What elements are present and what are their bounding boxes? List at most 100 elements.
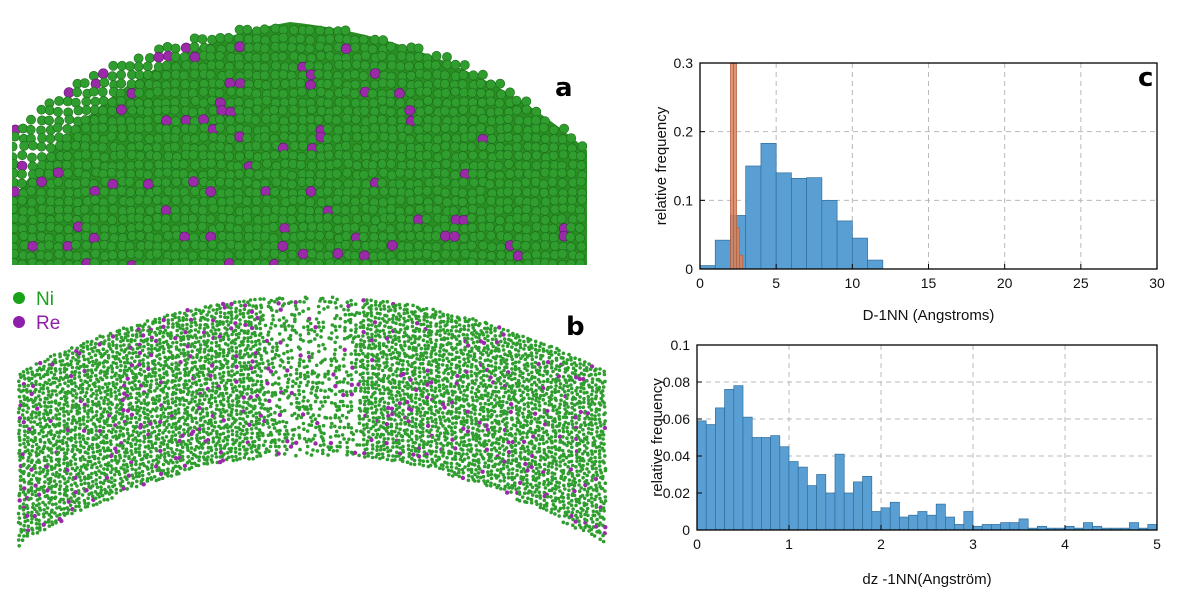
ni-point	[112, 473, 117, 477]
ni-point	[307, 359, 312, 363]
re-point	[84, 488, 89, 493]
ni-point	[153, 320, 158, 324]
ni-atom	[403, 241, 414, 252]
ni-point	[142, 353, 147, 358]
ni-point	[94, 413, 98, 418]
ni-point	[219, 446, 223, 451]
ni-point	[127, 381, 132, 385]
ni-atom	[250, 115, 261, 125]
ni-atom	[108, 60, 119, 71]
ni-point	[125, 487, 129, 491]
ni-point	[334, 306, 339, 310]
ni-atom	[170, 69, 181, 80]
ni-atom	[152, 233, 163, 244]
ni-point	[365, 298, 369, 302]
ni-point	[29, 513, 34, 518]
ni-point	[240, 428, 245, 433]
ni-point	[385, 446, 390, 450]
ni-point	[180, 323, 185, 328]
ni-point	[101, 425, 106, 430]
ni-atom	[323, 113, 334, 124]
ni-point	[275, 348, 279, 353]
ni-point	[189, 309, 193, 313]
ni-point	[57, 403, 61, 407]
ni-point	[54, 401, 58, 405]
ni-atom	[396, 213, 407, 224]
ni-atom	[17, 195, 27, 206]
re-point	[36, 492, 42, 497]
ni-point	[152, 429, 157, 434]
ni-point	[156, 460, 161, 464]
ni-atom	[208, 203, 219, 214]
ni-point	[59, 363, 64, 367]
ni-atom	[171, 177, 182, 187]
ni-point	[306, 399, 310, 403]
ni-point	[315, 395, 319, 400]
ni-point	[394, 403, 398, 408]
ni-atom	[387, 142, 398, 152]
ni-point	[36, 480, 41, 485]
ni-point	[380, 355, 385, 359]
ni-atom	[280, 231, 291, 242]
ni-atom	[486, 242, 497, 252]
ni-point	[81, 345, 86, 350]
ni-point	[303, 373, 307, 378]
ni-point	[269, 433, 274, 437]
ni-point	[258, 454, 263, 458]
ni-atom	[413, 43, 424, 54]
ni-point	[101, 481, 106, 486]
ni-atom	[307, 249, 317, 259]
ni-atom	[12, 141, 18, 152]
ni-point	[230, 332, 234, 337]
ni-atom	[207, 239, 218, 250]
ni-point	[117, 352, 122, 356]
ni-point	[17, 419, 22, 424]
ni-atom	[377, 78, 388, 89]
ni-atom	[351, 239, 362, 250]
ni-point	[366, 386, 371, 391]
ni-point	[353, 302, 358, 307]
ni-atom	[467, 87, 477, 98]
ni-point	[382, 307, 387, 311]
ni-point	[185, 460, 190, 465]
re-point	[250, 359, 255, 364]
ni-atom	[322, 133, 333, 144]
ni-point	[130, 333, 135, 338]
ni-atom	[161, 60, 172, 71]
ni-atom	[37, 152, 47, 162]
ni-point	[207, 369, 212, 374]
ni-point	[131, 347, 135, 352]
ni-point	[189, 320, 194, 325]
ni-atom	[557, 178, 568, 188]
ni-atom	[36, 213, 47, 223]
re-atom	[332, 248, 344, 259]
ni-atom	[377, 159, 388, 169]
ni-point	[142, 406, 146, 411]
ni-point	[232, 372, 237, 377]
ni-point	[125, 360, 130, 365]
ni-point	[273, 299, 277, 304]
ni-point	[250, 390, 254, 395]
re-point	[369, 338, 374, 343]
ni-point	[363, 455, 367, 459]
ni-atom	[422, 186, 433, 196]
ni-point	[86, 451, 90, 456]
ni-point	[105, 440, 109, 445]
ni-point	[252, 406, 257, 410]
ni-point	[65, 485, 69, 489]
ni-atom	[298, 140, 309, 151]
ni-point	[230, 432, 235, 437]
ni-point	[397, 441, 401, 446]
ni-point	[213, 399, 218, 404]
ni-point	[402, 376, 407, 381]
ni-point	[261, 422, 265, 427]
ni-point	[202, 334, 206, 338]
ni-point	[245, 436, 249, 441]
ni-atom	[144, 133, 155, 144]
ni-atom	[242, 196, 252, 207]
ni-point	[281, 316, 286, 320]
ni-point	[117, 328, 122, 333]
ni-point	[392, 381, 397, 385]
ni-point	[230, 369, 234, 373]
ni-point	[349, 373, 353, 377]
